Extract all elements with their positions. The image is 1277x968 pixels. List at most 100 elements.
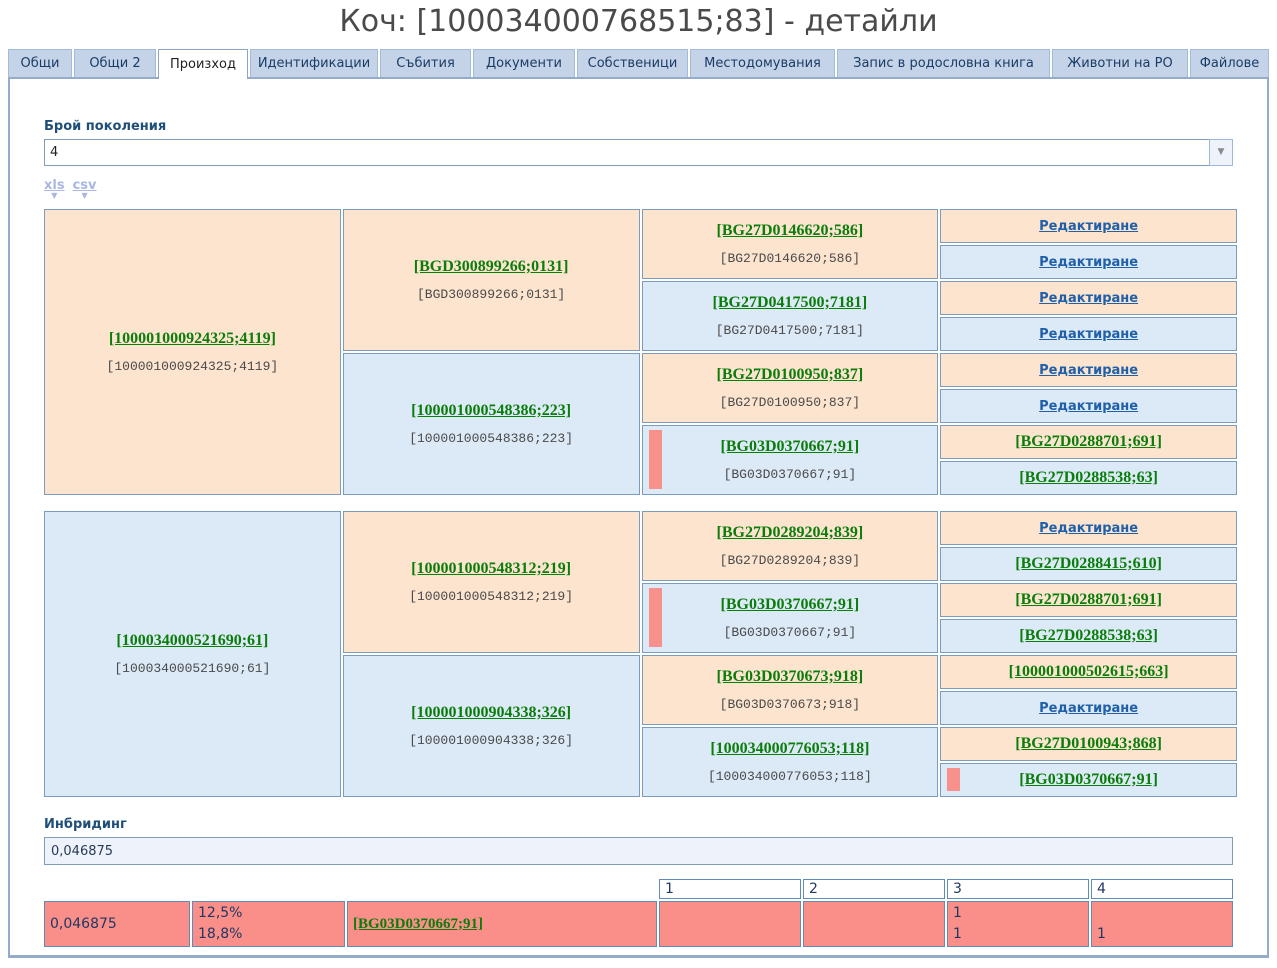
pedigree-table-1: [100001000924325;4119] [100001000924325;… [44, 209, 1237, 495]
animal-link[interactable]: [BGD300899266;0131] [413, 258, 569, 275]
inbreeding-input[interactable] [44, 837, 1233, 865]
percent-line: 12,5% [198, 905, 243, 921]
pedigree-cell: Редактиране [940, 281, 1237, 315]
animal-link[interactable]: [100034000776053;118] [710, 740, 870, 757]
generation-count-cell [803, 901, 945, 947]
generations-label: Брой поколения [44, 119, 167, 134]
export-row: xls ▼ csv ▼ [44, 178, 1233, 200]
tab-failove[interactable]: Файлове [1190, 49, 1269, 77]
animal-sub-id: [BG03D0370667;91] [723, 625, 857, 640]
animal-link[interactable]: [BG03D0370667;91] [1019, 771, 1158, 788]
animal-link[interactable]: [100001000548386;223] [411, 402, 572, 419]
edit-link[interactable]: Редактиране [1039, 520, 1139, 536]
percent-line: 18,8% [198, 926, 243, 942]
animal-link[interactable]: [BG27D0289204;839] [716, 524, 864, 541]
animal-link[interactable]: [100034000521690;61] [116, 632, 269, 649]
pedigree-cell: [BG27D0289204;839] [BG27D0289204;839] [641, 511, 939, 581]
tab-sabitia[interactable]: Събития [380, 49, 471, 77]
tab-sobstvenici[interactable]: Собственици [577, 49, 688, 77]
pedigree-cell: Редактиране [940, 691, 1237, 725]
tab-obshti[interactable]: Общи [8, 49, 72, 77]
export-xls-link[interactable]: xls ▼ [44, 178, 65, 200]
edit-link[interactable]: Редактиране [1039, 218, 1139, 234]
empty-header-cell [44, 879, 190, 899]
animal-sub-id: [BG27D0289204;839] [719, 553, 861, 568]
generation-count-cell [659, 901, 801, 947]
animal-link[interactable]: [100001000548312;219] [411, 560, 572, 577]
pedigree-cell: [BG27D0100943;868] [940, 727, 1237, 761]
export-csv-link[interactable]: csv ▼ [73, 179, 97, 200]
tab-zhivotni-na-ro[interactable]: Животни на РО [1052, 49, 1188, 77]
animal-sub-id: [BG27D0146620;586] [719, 251, 861, 266]
tab-identifikacii[interactable]: Идентификации [250, 49, 378, 77]
tab-obshti-2[interactable]: Общи 2 [74, 49, 156, 77]
animal-link[interactable]: [BG03D0370667;91] [720, 596, 860, 613]
empty-header-cell [192, 879, 345, 899]
edit-link[interactable]: Редактиране [1039, 362, 1139, 378]
pedigree-cell: [100001000924325;4119] [100001000924325;… [44, 209, 341, 495]
pedigree-cell: [BG27D0146620;586] [BG27D0146620;586] [641, 209, 939, 279]
pedigree-cell: [100034000521690;61] [100034000521690;61… [44, 511, 341, 797]
animal-sub-id: [100001000924325;4119] [106, 359, 279, 374]
pedigree-cell: [BG27D0288701;691] [940, 583, 1237, 617]
animal-sub-id: [BG03D0370667;91] [723, 467, 857, 482]
animal-link[interactable]: [BG27D0100950;837] [716, 366, 864, 383]
generation-column-header: 2 [803, 879, 945, 899]
edit-link[interactable]: Редактиране [1039, 700, 1139, 716]
animal-link[interactable]: [BG03D0370667;91] [720, 438, 860, 455]
tab-proizhod[interactable]: Произход [158, 49, 248, 79]
animal-link[interactable]: [BG27D0417500;7181] [712, 294, 868, 311]
pedigree-cell: Редактиране [940, 245, 1237, 279]
animal-link[interactable]: [BG27D0288538;63] [1019, 627, 1158, 644]
animal-sub-id: [BG03D0370673;918] [719, 697, 861, 712]
pedigree-cell: Редактиране [940, 389, 1237, 423]
ancestor-cell: [BG03D0370667;91] [347, 901, 657, 947]
animal-link[interactable]: [BG03D0370673;918] [716, 668, 864, 685]
pedigree-cell: Редактиране [940, 511, 1237, 545]
pedigree-cell: [BG27D0100950;837] [BG27D0100950;837] [641, 353, 939, 423]
animal-sub-id: [100001000904338;326] [409, 733, 574, 748]
animal-link[interactable]: [BG27D0288701;691] [1015, 591, 1162, 608]
generations-value: 4 [50, 145, 59, 160]
generation-count-cell: 1 1 [947, 901, 1089, 947]
tab-mestodomuvania[interactable]: Местодомувания [690, 49, 835, 77]
generations-select[interactable]: 4 ▼ [44, 139, 1233, 166]
pedigree-cell: [BG03D0370667;91] [BG03D0370667;91] [641, 425, 939, 495]
edit-link[interactable]: Редактиране [1039, 254, 1139, 270]
pedigree-cell: [100001000502615;663] [940, 655, 1237, 689]
pedigree-cell: [BG27D0288538;63] [940, 619, 1237, 653]
generation-column-header: 4 [1091, 879, 1233, 899]
edit-link[interactable]: Редактиране [1039, 326, 1139, 342]
pedigree-cell: Редактиране [940, 317, 1237, 351]
animal-link[interactable]: [BG27D0146620;586] [716, 222, 864, 239]
edit-link[interactable]: Редактиране [1039, 290, 1139, 306]
pedigree-cell: [100001000548312;219] [100001000548312;2… [342, 511, 640, 653]
animal-sub-id: [100034000776053;118] [707, 769, 872, 784]
coefficient-value-cell: 0,046875 [44, 901, 190, 947]
pedigree-cell: Редактиране [940, 353, 1237, 387]
empty-header-cell [347, 879, 657, 899]
pedigree-cell: [BG27D0288415;610] [940, 547, 1237, 581]
generation-column-header: 3 [947, 879, 1089, 899]
animal-link[interactable]: [100001000904338;326] [411, 704, 572, 721]
animal-link[interactable]: [100001000924325;4119] [108, 330, 276, 347]
animal-link[interactable]: [BG27D0100943;868] [1015, 735, 1162, 752]
animal-sub-id: [BGD300899266;0131] [417, 287, 566, 302]
pedigree-cell: [BG27D0288538;63] [940, 461, 1237, 495]
animal-link[interactable]: [BG03D0370667;91] [353, 915, 483, 932]
tab-dokumenti[interactable]: Документи [473, 49, 575, 77]
page-title: Коч: [100034000768515;83] - детайли [339, 4, 938, 39]
animal-sub-id: [100001000548386;223] [409, 431, 574, 446]
xls-icon: xls [44, 178, 65, 193]
pedigree-cell: [100034000776053;118] [100034000776053;1… [641, 727, 939, 797]
select-dropdown-button[interactable]: ▼ [1209, 139, 1233, 166]
content-panel: Брой поколения 4 ▼ xls ▼ csv ▼ [10000100… [8, 77, 1269, 958]
animal-link[interactable]: [BG27D0288538;63] [1019, 469, 1158, 486]
edit-link[interactable]: Редактиране [1039, 398, 1139, 414]
animal-link[interactable]: [BG27D0288701;691] [1015, 433, 1162, 450]
pedigree-cell: [BG03D0370667;91] [BG03D0370667;91] [641, 583, 939, 653]
animal-link[interactable]: [100001000502615;663] [1008, 663, 1169, 680]
percent-cell: 12,5% 18,8% [192, 901, 345, 947]
tab-zapis-rodoslovna-kniga[interactable]: Запис в родословна книга [837, 49, 1050, 77]
animal-link[interactable]: [BG27D0288415;610] [1015, 555, 1162, 572]
